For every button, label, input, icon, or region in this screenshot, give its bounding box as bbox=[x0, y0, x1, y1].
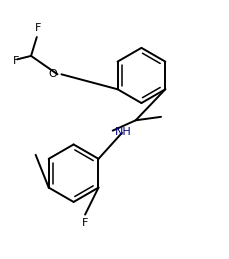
Text: NH: NH bbox=[114, 127, 131, 137]
Text: O: O bbox=[48, 69, 57, 79]
Text: F: F bbox=[35, 23, 41, 33]
Text: F: F bbox=[13, 55, 19, 66]
Text: F: F bbox=[82, 218, 88, 228]
